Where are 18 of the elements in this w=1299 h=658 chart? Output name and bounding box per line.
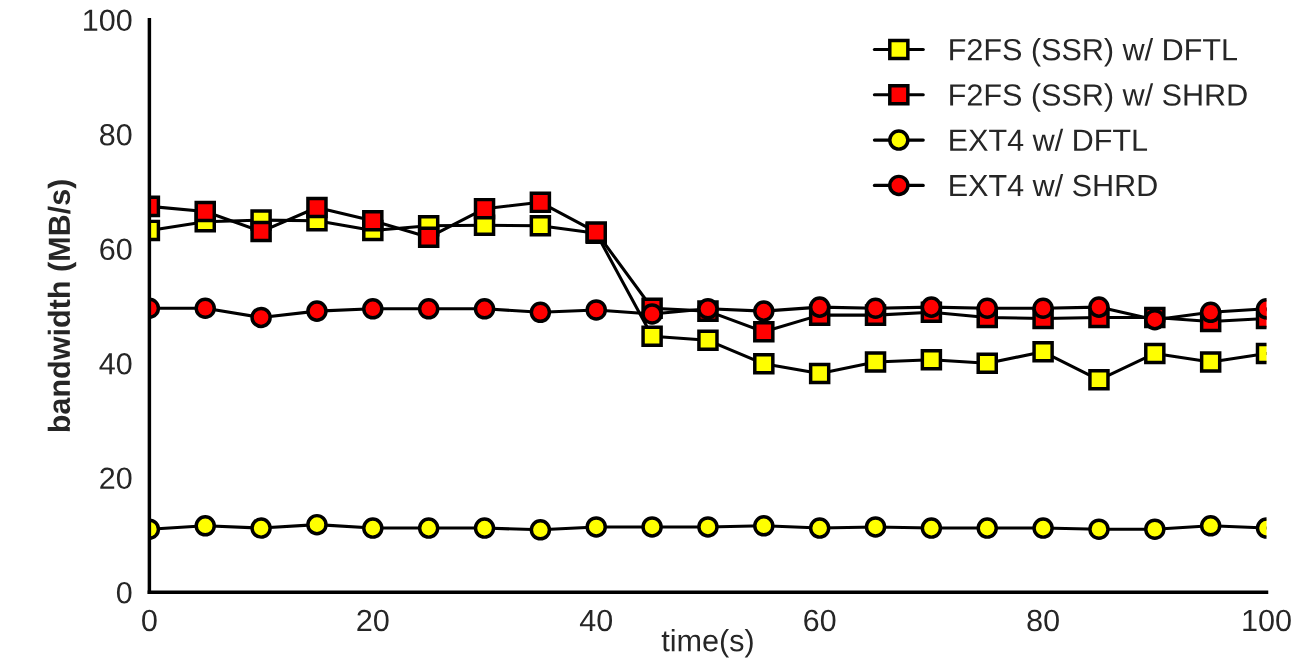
x-axis-title: time(s)	[661, 629, 753, 658]
y-tick-label: 20	[100, 467, 132, 490]
y-tick-label: 80	[100, 123, 132, 146]
x-tick-label: 80	[1027, 609, 1059, 632]
legend-label: F2FS (SSR) w/ SHRD	[950, 83, 1247, 112]
legend-label: EXT4 w/ DFTL	[950, 128, 1148, 152]
x-tick-label: 20	[357, 609, 389, 632]
y-axis-title: bandwidth (MB/s)	[47, 180, 77, 432]
x-tick-label: 0	[142, 609, 157, 632]
x-tick-label: 100	[1243, 609, 1291, 632]
y-tick-label: 40	[99, 352, 132, 375]
legend-label: F2FS (SSR) w/ DFTL	[950, 38, 1237, 67]
x-tick-label: 60	[804, 609, 836, 632]
legend-label: EXT4 w/ SHRD	[950, 173, 1157, 197]
y-tick-label: 0	[116, 581, 132, 604]
y-tick-label: 60	[100, 238, 132, 261]
y-tick-label: 100	[84, 9, 132, 32]
x-tick-label: 40	[579, 609, 613, 632]
